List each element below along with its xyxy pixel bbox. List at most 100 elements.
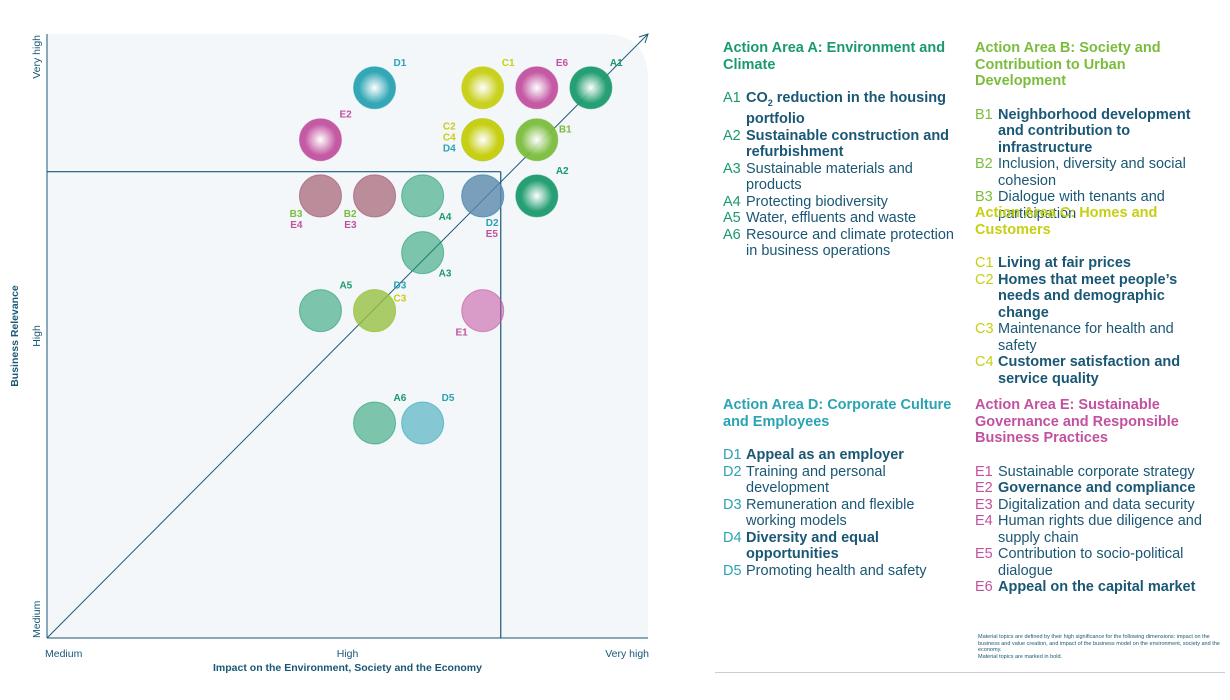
bubble-b1 <box>515 118 559 162</box>
materiality-chart: Medium High Very high Medium High Very high Im… <box>9 33 649 674</box>
legend-item-text: Appeal on the capital market <box>998 579 1196 595</box>
footnote-line: Material topics are defined by their hig… <box>978 634 1220 654</box>
bubble-d1 <box>353 66 397 110</box>
legend-item-text-pre: CO <box>746 90 768 106</box>
legend-item-c4: C4 Customer satisfaction and service qual… <box>975 354 1215 387</box>
legend-item-code: A4 <box>723 193 741 210</box>
legend-area-e: Action Area E: Sustainable Governance an… <box>975 397 1215 596</box>
legend-item-b1: B1 Neighborhood development and contribut… <box>975 107 1215 157</box>
legend-item-d3: D3 Remuneration and flexible working mode… <box>723 497 963 530</box>
legend-item-text: Homes that meet people’s needs and demog… <box>998 271 1178 321</box>
bubble-c3 <box>353 289 397 333</box>
bubble-label-a5: A5 <box>339 281 352 292</box>
legend-item-text: Neighborhood development and contributio… <box>998 106 1191 156</box>
legend-item-b3: B3 Dialogue with tenants and participatio… <box>975 189 1215 222</box>
legend-item-e6: E6 Appeal on the capital market <box>975 579 1215 596</box>
y-tick-label: Medium <box>31 600 43 638</box>
bubble-label-b3: B3 <box>290 209 303 220</box>
legend-items: C1 Living at fair prices C2 Homes that meet… <box>975 255 1215 387</box>
bubble-label-b1: B1 <box>559 125 572 136</box>
bubble-a2 <box>515 174 559 218</box>
legend-item-e3: E3 Digitalization and data security <box>975 497 1215 514</box>
legend-area-a: Action Area A: Environment and Climate A… <box>723 40 963 260</box>
bubble-label-a6: A6 <box>394 393 407 404</box>
legend-item-a6: A6 Resource and climate protection in bus… <box>723 227 963 260</box>
legend-item-text: Appeal as an employer <box>746 447 904 463</box>
legend-item-code: A5 <box>723 210 741 227</box>
x-tick-label: Medium <box>45 648 83 660</box>
legend-item-code: C4 <box>975 354 994 370</box>
legend-item-text: Customer satisfaction and service qualit… <box>998 354 1181 387</box>
legend-item-code: A1 <box>723 90 741 106</box>
bubble-e3 <box>353 174 397 218</box>
legend-area-d: Action Area D: Corporate Culture and Emp… <box>723 397 963 579</box>
legend-items: A1 CO2 reduction in the housing portfolio… <box>723 90 963 260</box>
bubble-a1 <box>569 66 613 110</box>
bubble-d2 <box>461 174 505 218</box>
bubble-e4 <box>298 174 342 218</box>
legend-area-title: Action Area B: Society and Contribution … <box>975 40 1161 89</box>
legend-item-text: Sustainable corporate strategy <box>998 463 1195 480</box>
legend-item-code: E2 <box>975 480 993 496</box>
bubble-e1 <box>461 289 505 333</box>
bubble-e2 <box>298 118 342 162</box>
legend-item-e5: E5 Contribution to socio-political dialog… <box>975 546 1215 579</box>
bubble-label-d2: D2 <box>486 218 499 229</box>
legend-item-code: A3 <box>723 160 741 177</box>
bubble-a4 <box>401 174 445 218</box>
legend-item-a5: A5 Water, effluents and waste <box>723 210 963 227</box>
legend-items: B1 Neighborhood development and contribut… <box>975 107 1215 223</box>
x-axis-title: Impact on the Environment, Society and t… <box>213 662 482 674</box>
bubble-label-e6: E6 <box>556 58 569 69</box>
legend-item-code: E5 <box>975 546 993 562</box>
legend-item-code: C1 <box>975 255 994 271</box>
legend-item-c3: C3 Maintenance for health and safety <box>975 321 1215 354</box>
bubble-label-d1: D1 <box>394 58 407 69</box>
bubble-label-d4: D4 <box>443 144 456 155</box>
legend-item-text: CO2 reduction in the housing portfolio <box>746 90 946 127</box>
bubble-label-d5: D5 <box>442 393 455 404</box>
legend-area-title: Action Area D: Corporate Culture and Emp… <box>723 397 952 430</box>
bubble-a6 <box>353 401 397 445</box>
bubble-label-c4: C4 <box>443 133 456 144</box>
diagonal-arrow-icon <box>638 33 649 44</box>
legend-item-text: Resource and climate protection in busin… <box>746 226 954 260</box>
legend-item-text: Sustainable construction and refurbishme… <box>746 127 950 161</box>
bubble-label-e4: E4 <box>290 220 303 231</box>
legend-item-e1: E1 Sustainable corporate strategy <box>975 464 1215 481</box>
legend-item-d2: D2 Training and personal development <box>723 464 963 497</box>
divider <box>715 672 1225 673</box>
legend-area-b: Action Area B: Society and Contribution … <box>975 40 1215 222</box>
bubble-label-e5: E5 <box>486 229 499 240</box>
bubble-c4 <box>461 118 505 162</box>
legend-item-text: Governance and compliance <box>998 480 1196 496</box>
bubble-d5 <box>401 401 445 445</box>
y-tick-label: High <box>31 325 43 347</box>
bubble-label-a1: A1 <box>610 58 623 69</box>
legend-item-text: Contribution to socio-political dialogue <box>998 546 1184 579</box>
legend-item-code: C2 <box>975 271 994 288</box>
legend-item-text-sub: 2 <box>767 97 773 108</box>
bubble-c1 <box>461 66 505 110</box>
bubble-label-c3: C3 <box>394 294 407 305</box>
bubble-label-e3: E3 <box>344 220 357 231</box>
legend-items: E1 Sustainable corporate strategy E2 Govern… <box>975 464 1215 596</box>
legend-item-text: Diversity and equal opportunities <box>746 529 879 563</box>
legend-item-text: Protecting biodiversity <box>746 193 888 210</box>
legend-items: D1 Appeal as an employer D2 Training and pe… <box>723 447 963 579</box>
legend-item-code: A6 <box>723 226 741 243</box>
legend-item-text: Remuneration and flexible working models <box>746 496 915 530</box>
legend-item-code: A2 <box>723 127 741 144</box>
bubble-label-c2: C2 <box>443 122 456 133</box>
bubble-label-c1: C1 <box>502 58 515 69</box>
legend-item-d5: D5 Promoting health and safety <box>723 563 963 580</box>
legend-item-code: D2 <box>723 463 742 480</box>
bubble-label-a4: A4 <box>439 212 452 223</box>
legend-item-text: Living at fair prices <box>998 255 1131 271</box>
bubble-e6 <box>515 66 559 110</box>
legend-item-text: Human rights due diligence and supply ch… <box>998 513 1202 546</box>
legend-item-text: Digitalization and data security <box>998 496 1195 513</box>
legend-item-d1: D1 Appeal as an employer <box>723 447 963 464</box>
legend-item-text: Water, effluents and waste <box>746 210 917 227</box>
y-tick-label: Very high <box>31 35 43 79</box>
